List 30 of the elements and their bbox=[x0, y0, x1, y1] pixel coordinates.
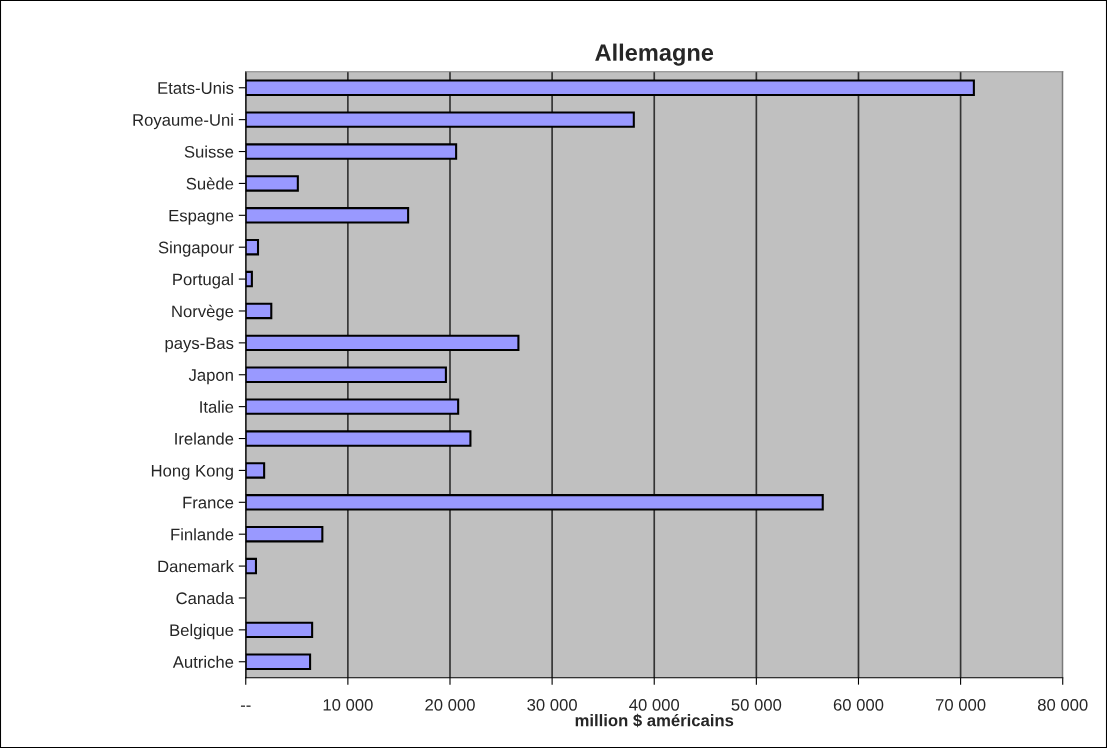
y-tick-label: Portugal bbox=[173, 273, 233, 289]
y-tick-label: Autriche bbox=[172, 655, 234, 668]
y-tick-label: Singapour bbox=[158, 241, 234, 257]
y-tick-label: Suède bbox=[186, 177, 234, 190]
x-tick-label: 40 000 bbox=[629, 698, 680, 711]
y-tick-label: Royaume-Uni bbox=[133, 113, 233, 130]
x-axis-title: million $ américains bbox=[575, 713, 734, 728]
y-tick-label: Belgique bbox=[170, 623, 234, 640]
y-tick-label: Etats-Unis bbox=[158, 81, 234, 94]
y-tick-label: Canada bbox=[176, 591, 234, 605]
y-tick-label: Finlande bbox=[171, 528, 234, 541]
x-tick-label: 80 000 bbox=[1037, 698, 1088, 711]
y-tick-label: pays-Bas bbox=[165, 337, 234, 353]
x-tick-label: 50 000 bbox=[731, 698, 782, 711]
y-tick-label: Suisse bbox=[184, 145, 234, 158]
y-tick-label: Danemark bbox=[158, 560, 234, 573]
y-tick-label: Espagne bbox=[169, 209, 234, 225]
y-tick-label: Norvège bbox=[172, 304, 234, 321]
y-tick-label: Irelande bbox=[175, 432, 234, 445]
chart-title: Allemagne bbox=[595, 43, 714, 66]
y-tick-label: Japon bbox=[188, 369, 233, 385]
y-tick-label: Hong Kong bbox=[151, 464, 233, 480]
y-tick-label: France bbox=[183, 496, 234, 509]
x-tick-label: 10 000 bbox=[323, 698, 373, 711]
x-tick-label: 30 000 bbox=[527, 698, 577, 711]
x-tick-label: -- bbox=[240, 705, 251, 707]
x-tick-label: 70 000 bbox=[935, 698, 986, 711]
x-tick-label: 20 000 bbox=[425, 698, 475, 711]
y-tick-label: Italie bbox=[200, 400, 234, 413]
x-tick-label: 60 000 bbox=[833, 698, 884, 711]
